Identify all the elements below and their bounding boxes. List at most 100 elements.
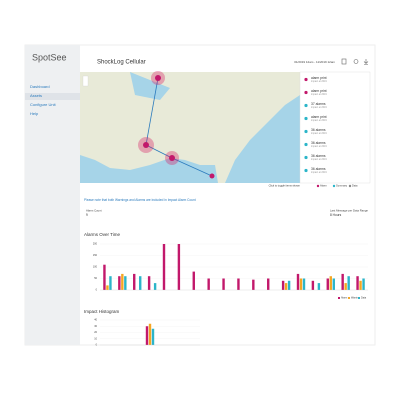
bar (121, 273, 124, 290)
bar (284, 283, 288, 290)
bar (281, 280, 285, 290)
nav-item[interactable]: Configure Unit (30, 102, 56, 107)
nav-active (25, 93, 80, 100)
map-lakes (130, 72, 170, 100)
legend-pin (332, 184, 336, 188)
bar (287, 280, 291, 290)
pin (304, 168, 308, 173)
bar (341, 273, 344, 290)
bar (118, 276, 121, 290)
item-title[interactable]: alarm print (311, 115, 327, 119)
date-range[interactable]: 01/2019 12am - 11/2019 12am (294, 60, 335, 64)
item-title[interactable]: alarm print (311, 89, 327, 93)
route (171, 157, 213, 177)
y-tick-label: 0 (96, 289, 98, 292)
nav-item[interactable]: Dashboard (30, 84, 50, 89)
item-title[interactable]: 36 alarms (311, 128, 326, 132)
pin (304, 103, 308, 108)
y-tick-label: 150 (93, 254, 98, 257)
marker[interactable] (209, 173, 215, 179)
y-tick-label: 40 (94, 319, 97, 322)
bar (296, 273, 300, 290)
pin (304, 129, 308, 134)
bar (252, 279, 255, 290)
item-title[interactable]: 36 alarms (311, 167, 326, 171)
marker[interactable] (143, 142, 149, 148)
bar (329, 276, 332, 290)
marker[interactable] (169, 155, 175, 161)
bar (145, 326, 149, 345)
pin (304, 155, 308, 160)
item-subtitle: impact at 2019 (311, 80, 327, 83)
item-subtitle: impact at 2019 (311, 106, 327, 109)
bar (103, 264, 106, 290)
nav-item[interactable]: Help (30, 111, 39, 116)
sidebar (25, 45, 80, 345)
bar (356, 276, 359, 290)
stat-value: 9 (86, 213, 88, 217)
legend-label: Alarm (341, 297, 347, 300)
bell-icon[interactable] (353, 59, 359, 64)
y-tick-label: 50 (94, 277, 97, 280)
map-footer: Click to toggle items shown (269, 184, 301, 188)
page-title: ShockLog Cellular (97, 60, 146, 66)
pin (304, 116, 308, 121)
item-subtitle: impact at 2019 (311, 145, 327, 148)
item-title[interactable]: 36 alarms (311, 141, 326, 145)
map-legend: Alarm Summary Data (316, 184, 358, 188)
legend-pin (316, 184, 320, 188)
zoom-control[interactable] (82, 75, 89, 87)
chart-title: Alarms Over Time (84, 232, 121, 237)
legend-swatch (358, 297, 360, 299)
notice: Please note that both Warnings and Alarm… (84, 198, 196, 202)
marker[interactable] (155, 75, 161, 81)
bar (162, 244, 166, 290)
logo: SpotSee (32, 52, 67, 62)
download-icon[interactable] (363, 59, 369, 65)
bar (106, 285, 109, 290)
bar (311, 280, 315, 290)
bar (267, 278, 270, 290)
y-tick-label: 0 (96, 344, 98, 347)
bar (151, 328, 155, 345)
calendar-icon[interactable] (341, 58, 347, 65)
item-subtitle: impact at 2019 (311, 171, 327, 174)
item-subtitle: impact at 2019 (311, 158, 327, 161)
bar (148, 323, 152, 345)
item-subtitle: impact at 2019 (311, 132, 327, 135)
pin (304, 90, 308, 95)
nav-item[interactable]: Assets (30, 93, 42, 98)
item-title[interactable]: alarm print (311, 76, 327, 80)
bar (317, 283, 321, 290)
bar (299, 278, 303, 290)
y-tick-label: 20 (94, 331, 97, 334)
bar (362, 278, 365, 290)
item-title[interactable]: 36 alarms (311, 154, 326, 158)
item-title[interactable]: 37 alarms (311, 102, 326, 106)
y-tick-label: 200 (93, 243, 98, 246)
pin (304, 142, 308, 147)
y-tick-label: 100 (93, 266, 98, 269)
bar (222, 278, 225, 290)
bar (207, 278, 210, 290)
stat-label: Alarm Count (86, 209, 102, 213)
legend-pin (348, 184, 352, 188)
bar (139, 276, 142, 290)
legend-label: Data (352, 184, 358, 188)
bar (359, 280, 362, 290)
map (80, 71, 371, 184)
item-subtitle: impact at 2019 (311, 93, 327, 96)
y-tick-label: 10 (94, 337, 97, 340)
map-list (299, 71, 371, 184)
bar (344, 283, 347, 290)
stat-label: Last Message per Data Range (330, 209, 368, 213)
nav: Dashboard Assets Configure Unit Help (25, 84, 80, 116)
bar (124, 276, 127, 290)
legend-swatch (338, 297, 340, 299)
bar (302, 278, 306, 290)
chart-title: Impact Histogram (84, 309, 120, 314)
legend-label: Alarm (320, 184, 327, 188)
